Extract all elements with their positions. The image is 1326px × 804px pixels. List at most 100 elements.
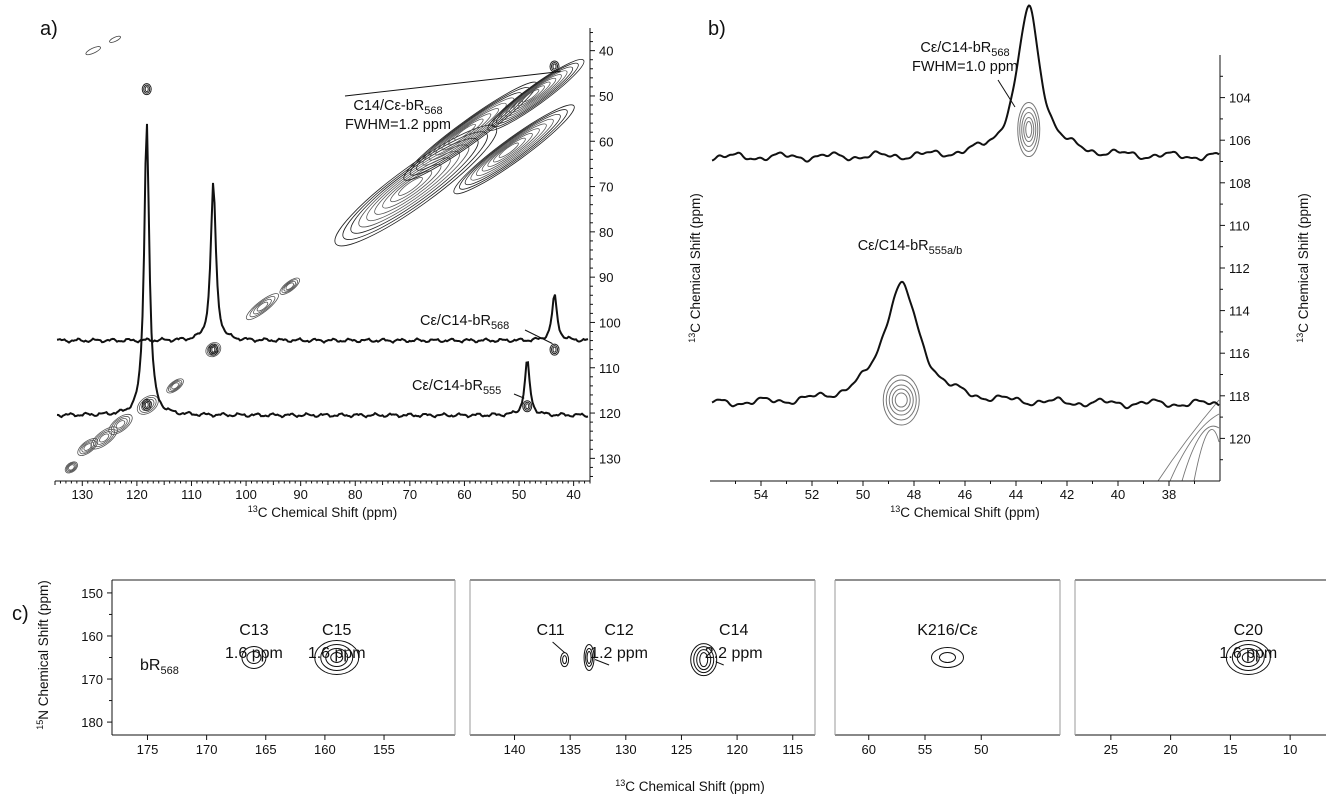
- a-annotation-c14-sub: 568: [424, 105, 442, 117]
- a-cross-peak-contour: [208, 343, 219, 356]
- a-panel-label: a): [40, 18, 58, 40]
- b-cross-peaks: [882, 102, 1041, 426]
- a-cross-peak-contour: [525, 403, 530, 410]
- c-x-tick-label: 155: [373, 742, 395, 757]
- a-upper-streak-contour: [470, 118, 554, 181]
- b-leader-line: [997, 79, 1016, 108]
- c-series-label: bR568: [140, 657, 179, 677]
- a-upper-streak-contour: [487, 59, 585, 131]
- a-upper-streak-contour: [459, 109, 568, 190]
- b-x-tick-label: 40: [1111, 487, 1125, 502]
- a-diagonal-contour: [90, 426, 118, 450]
- a-upper-streak-contour: [398, 177, 423, 196]
- a-diagonal-contour: [65, 462, 77, 473]
- a-diagonal-contour: [256, 301, 269, 312]
- c-x-tick-label: 170: [196, 742, 218, 757]
- a-upper-streak-contour: [496, 66, 574, 124]
- c-leader-c14: [715, 661, 724, 666]
- a-annotation-568: Cε/C14-bR568: [420, 313, 509, 332]
- a-diagonal-contour: [283, 280, 296, 292]
- c-y-title-isotope: 15: [35, 720, 45, 730]
- a-cross-peak-contour: [522, 400, 533, 413]
- a-diagonal-contour: [93, 428, 115, 448]
- a-diagonal-contour: [66, 463, 76, 472]
- a-upper-streak-contour: [342, 131, 488, 240]
- c-peak-contours: [560, 652, 570, 668]
- c-peak-contour: [585, 648, 594, 667]
- a-upper-streak-contour: [517, 85, 545, 107]
- a-x-tick-label: 130: [71, 487, 93, 502]
- c-peak-contour: [690, 643, 718, 677]
- a-x-tick-label: 110: [181, 487, 202, 502]
- a-diagonal-contour: [166, 378, 184, 394]
- a-upper-streak-contour: [504, 74, 562, 117]
- a-diagonal-contour: [167, 379, 183, 393]
- c-x-tick-label: 10: [1283, 742, 1297, 757]
- c-x-tick-label: 125: [671, 742, 693, 757]
- b-spectrum-slice: [711, 4, 1220, 163]
- c-series-label-sub: 568: [160, 665, 178, 677]
- c-panel-label: c): [12, 603, 29, 625]
- a-upper-streak-contour: [441, 113, 492, 151]
- b-annotation-555-main: Cε/C14-bR: [858, 238, 929, 254]
- a-diagonal-contour: [205, 342, 222, 358]
- b-x-tick-label: 48: [907, 487, 921, 502]
- c-y-title-text: N Chemical Shift (ppm): [36, 580, 51, 720]
- a-upper-streak-contour: [428, 102, 507, 161]
- a-y-tick-label: 100: [599, 315, 621, 330]
- c-peak-fwhm: 2.2 ppm: [705, 645, 763, 662]
- a-upper-streak-contour: [358, 144, 470, 228]
- b-y-tick-label: 108: [1229, 176, 1251, 191]
- a-diagonal-contour: [253, 298, 272, 315]
- text-layer: 130 120 110 100 90 80 70 60 50 40 40 50 60 70 80 90 100 1…: [12, 18, 1311, 794]
- c-peak-fwhm: 1.2 ppm: [590, 645, 648, 662]
- b-y-tick-label: 120: [1229, 431, 1251, 446]
- c-y-title: 15N Chemical Shift (ppm): [35, 580, 51, 730]
- b-cross-peak-contour: [1023, 117, 1035, 143]
- b-annotation-568-fwhm: FWHM=1.0 ppm: [912, 59, 1018, 75]
- a-diagonal-contour: [81, 441, 95, 453]
- c-peak-fwhm: 1.6 ppm: [225, 645, 283, 662]
- a-upper-streak-contour: [334, 124, 498, 247]
- a-y-tick-label: 120: [599, 406, 621, 421]
- c-peak-fwhm: 1.6 ppm: [308, 645, 366, 662]
- c-peak-contours: [690, 643, 718, 677]
- a-cross-peak-contour: [144, 86, 149, 93]
- b-cross-peak-contour: [1025, 121, 1033, 139]
- a-diagonal-contour: [136, 395, 159, 415]
- b-annotation-568: Cε/C14-bR568: [920, 40, 1009, 59]
- a-upper-streak-contour: [422, 97, 515, 166]
- a-annotation-c14: C14/Cε-bR568: [353, 98, 442, 117]
- b-y-tick-label: 106: [1229, 133, 1251, 148]
- c-leader-c12: [594, 659, 610, 666]
- a-y-tick-label: 130: [599, 451, 621, 466]
- b-panel-label: b): [708, 18, 726, 40]
- a-annotation-555-sub: 555: [483, 385, 501, 397]
- c-x-tick-label: 60: [862, 742, 876, 757]
- a-upper-streak-contour: [500, 70, 568, 121]
- a-upper-streak-contour: [521, 89, 540, 103]
- a-x-title: 13C Chemical Shift (ppm): [248, 504, 398, 520]
- a-diagonal-contour: [245, 293, 279, 321]
- b-y-tick-label: 118: [1229, 389, 1250, 404]
- c-y-tick-label: 150: [81, 586, 103, 601]
- c-peak-contour: [693, 646, 715, 674]
- a-cross-peak-contour: [552, 346, 557, 353]
- a-x-title-text: C Chemical Shift (ppm): [258, 505, 398, 520]
- a-cross-peak-contour: [144, 401, 149, 408]
- a-upper-streak-contour: [454, 123, 476, 141]
- c-y-tick-label: 160: [81, 629, 103, 644]
- c-peak-contour: [1231, 644, 1265, 671]
- a-diagonal-contour: [113, 418, 128, 431]
- a-cross-peak-contour: [552, 63, 557, 70]
- b-diagonal-contour: [1169, 413, 1220, 482]
- a-diagonal-contour: [108, 413, 133, 435]
- b-x-tick-label: 38: [1162, 487, 1176, 502]
- c-peak-name: C15: [322, 622, 351, 639]
- a-x-tick-label: 80: [348, 487, 362, 502]
- c-peak-name: C12: [604, 622, 633, 639]
- b-annotation-555-sub: 555a/b: [929, 245, 963, 257]
- a-y-tick-label: 110: [599, 361, 620, 376]
- a-upper-streak-contour: [498, 142, 519, 158]
- a-spectrum-slice: [56, 182, 589, 344]
